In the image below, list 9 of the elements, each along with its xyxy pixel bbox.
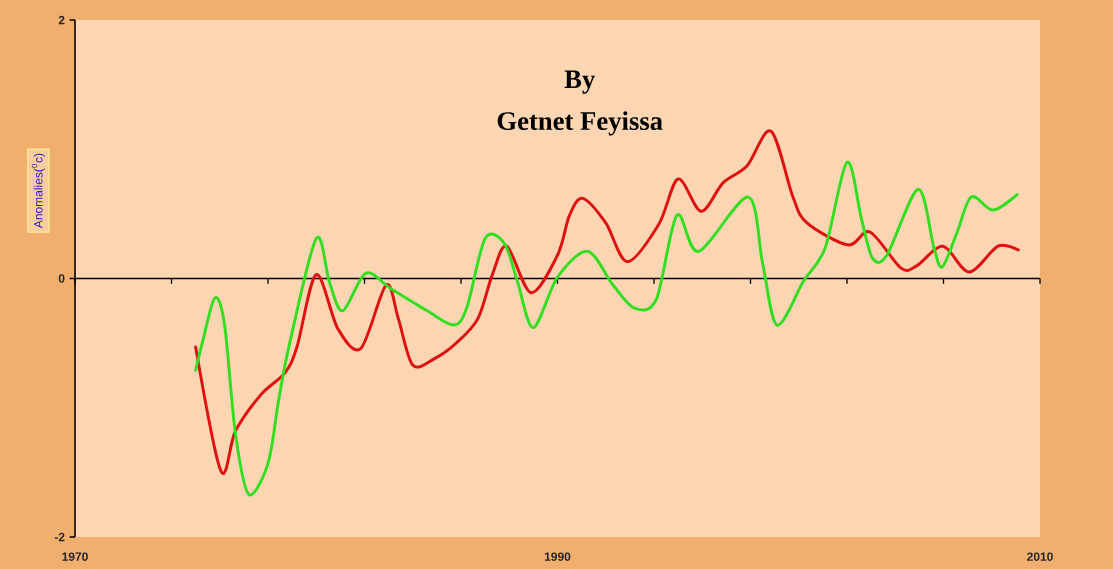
y-tick-label: -2 [54,532,65,542]
x-tick-label: 1970 [62,552,88,561]
text: Getnet Feyissa [497,111,663,136]
text: By [564,70,595,94]
y-axis-title: Anomalies($^{0}$c) [31,153,45,229]
x-tick-label: 1990 [544,552,571,561]
y-tick-label: 0 [58,274,65,283]
y-tick-label: 2 [58,15,65,25]
x-tick-label: 2010 [1027,552,1053,561]
